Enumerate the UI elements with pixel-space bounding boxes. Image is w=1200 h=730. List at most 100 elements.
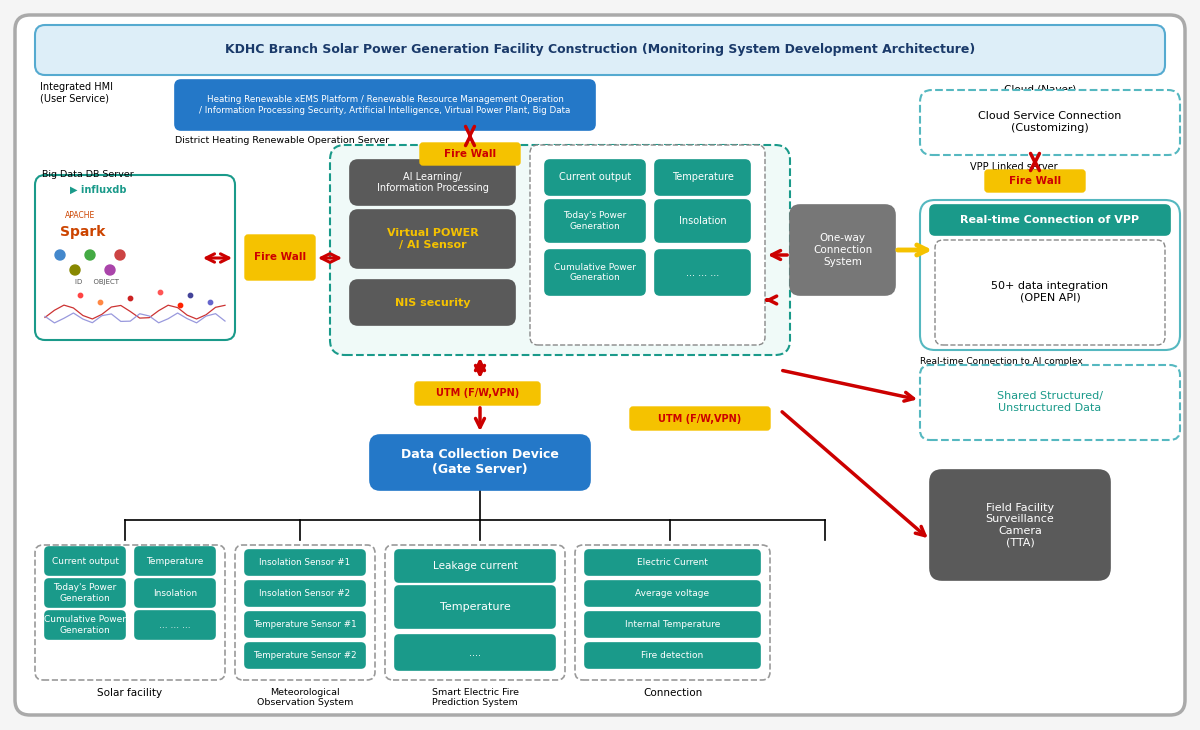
Text: ... ... ...: ... ... ... [686, 267, 719, 277]
Text: Temperature: Temperature [146, 556, 204, 566]
FancyBboxPatch shape [790, 205, 895, 295]
Point [170, 299, 190, 311]
Point [120, 292, 139, 304]
Text: District Heating Renewable Operation Server: District Heating Renewable Operation Ser… [175, 136, 389, 145]
Text: KDHC Branch Solar Power Generation Facility Construction (Monitoring System Deve: KDHC Branch Solar Power Generation Facil… [224, 44, 976, 56]
FancyBboxPatch shape [586, 550, 760, 575]
FancyBboxPatch shape [545, 160, 646, 195]
Point [180, 289, 199, 301]
FancyBboxPatch shape [245, 612, 365, 637]
FancyBboxPatch shape [46, 579, 125, 607]
FancyBboxPatch shape [545, 250, 646, 295]
FancyBboxPatch shape [586, 581, 760, 606]
FancyBboxPatch shape [46, 611, 125, 639]
FancyBboxPatch shape [395, 635, 554, 670]
FancyBboxPatch shape [175, 80, 595, 130]
FancyBboxPatch shape [245, 643, 365, 668]
FancyBboxPatch shape [350, 160, 515, 205]
FancyBboxPatch shape [655, 250, 750, 295]
FancyBboxPatch shape [245, 235, 314, 280]
Text: Insolation: Insolation [152, 588, 197, 597]
FancyBboxPatch shape [930, 470, 1110, 580]
Text: Current output: Current output [559, 172, 631, 182]
Text: Smart Electric Fire
Prediction System: Smart Electric Fire Prediction System [432, 688, 518, 707]
FancyBboxPatch shape [385, 545, 565, 680]
Text: Meteorological
Observation System: Meteorological Observation System [257, 688, 353, 707]
FancyBboxPatch shape [395, 586, 554, 628]
Text: Fire Wall: Fire Wall [254, 253, 306, 263]
Text: Temperature: Temperature [439, 602, 510, 612]
Text: ....: .... [469, 648, 481, 658]
Text: Today's Power
Generation: Today's Power Generation [563, 211, 626, 231]
Text: Spark: Spark [60, 225, 106, 239]
FancyBboxPatch shape [586, 612, 760, 637]
Text: Temperature Sensor #2: Temperature Sensor #2 [253, 651, 356, 660]
Point [150, 286, 169, 298]
Text: AI Learning/
Information Processing: AI Learning/ Information Processing [377, 172, 488, 193]
Text: Cumulative Power
Generation: Cumulative Power Generation [44, 615, 126, 634]
Text: Electric Current: Electric Current [637, 558, 708, 567]
Text: Integrated HMI
(User Service): Integrated HMI (User Service) [40, 82, 113, 104]
Text: Insolation Sensor #2: Insolation Sensor #2 [259, 589, 350, 598]
Text: One-way
Connection
System: One-way Connection System [812, 234, 872, 266]
Text: Insolation Sensor #1: Insolation Sensor #1 [259, 558, 350, 567]
Text: NIS security: NIS security [395, 298, 470, 307]
FancyBboxPatch shape [920, 200, 1180, 350]
FancyBboxPatch shape [35, 25, 1165, 75]
FancyBboxPatch shape [46, 547, 125, 575]
Text: Solar facility: Solar facility [97, 688, 162, 698]
Text: Temperature Sensor #1: Temperature Sensor #1 [253, 620, 356, 629]
FancyBboxPatch shape [655, 160, 750, 195]
Text: Connection: Connection [643, 688, 703, 698]
Text: Virtual POWER
/ AI Sensor: Virtual POWER / AI Sensor [386, 228, 479, 250]
FancyBboxPatch shape [586, 643, 760, 668]
Text: Data Collection Device
(Gate Server): Data Collection Device (Gate Server) [401, 448, 559, 477]
FancyBboxPatch shape [235, 545, 374, 680]
Text: Fire Wall: Fire Wall [1009, 176, 1061, 186]
Text: UTM (F/W,VPN): UTM (F/W,VPN) [436, 388, 520, 399]
Text: Internal Temperature: Internal Temperature [625, 620, 720, 629]
FancyBboxPatch shape [920, 90, 1180, 155]
FancyBboxPatch shape [545, 200, 646, 242]
Text: Temperature: Temperature [672, 172, 733, 182]
Text: ▶ influxdb: ▶ influxdb [70, 185, 126, 195]
Text: Real-time Connection to AI complex: Real-time Connection to AI complex [920, 357, 1082, 366]
Text: 50+ data integration
(OPEN API): 50+ data integration (OPEN API) [991, 281, 1109, 303]
Circle shape [115, 250, 125, 260]
Circle shape [106, 265, 115, 275]
FancyBboxPatch shape [395, 550, 554, 582]
Text: Leakage current: Leakage current [432, 561, 517, 571]
Text: Current output: Current output [52, 556, 119, 566]
FancyBboxPatch shape [134, 611, 215, 639]
FancyBboxPatch shape [415, 382, 540, 405]
Text: Fire detection: Fire detection [641, 651, 703, 660]
Text: Cloud Service Connection
(Customizing): Cloud Service Connection (Customizing) [978, 111, 1122, 133]
FancyBboxPatch shape [655, 200, 750, 242]
Text: APACHE: APACHE [65, 210, 95, 220]
FancyBboxPatch shape [630, 407, 770, 430]
FancyBboxPatch shape [35, 545, 226, 680]
Text: Fire Wall: Fire Wall [444, 149, 496, 159]
FancyBboxPatch shape [920, 365, 1180, 440]
Circle shape [55, 250, 65, 260]
FancyBboxPatch shape [985, 170, 1085, 192]
Point [90, 296, 109, 308]
Point [71, 289, 90, 301]
Text: ID     OBJECT: ID OBJECT [74, 279, 119, 285]
FancyBboxPatch shape [420, 143, 520, 165]
Circle shape [70, 265, 80, 275]
Text: Shared Structured/
Unstructured Data: Shared Structured/ Unstructured Data [997, 391, 1103, 412]
FancyBboxPatch shape [370, 435, 590, 490]
Text: Cloud (Naver): Cloud (Naver) [1004, 85, 1076, 95]
FancyBboxPatch shape [134, 579, 215, 607]
FancyBboxPatch shape [530, 145, 766, 345]
FancyBboxPatch shape [245, 581, 365, 606]
FancyBboxPatch shape [575, 545, 770, 680]
FancyBboxPatch shape [14, 15, 1186, 715]
Text: Big Data DB Server: Big Data DB Server [42, 170, 133, 179]
Point [200, 296, 220, 308]
Text: Today's Power
Generation: Today's Power Generation [53, 583, 116, 603]
FancyBboxPatch shape [930, 205, 1170, 235]
Text: Cumulative Power
Generation: Cumulative Power Generation [554, 263, 636, 283]
FancyBboxPatch shape [134, 547, 215, 575]
